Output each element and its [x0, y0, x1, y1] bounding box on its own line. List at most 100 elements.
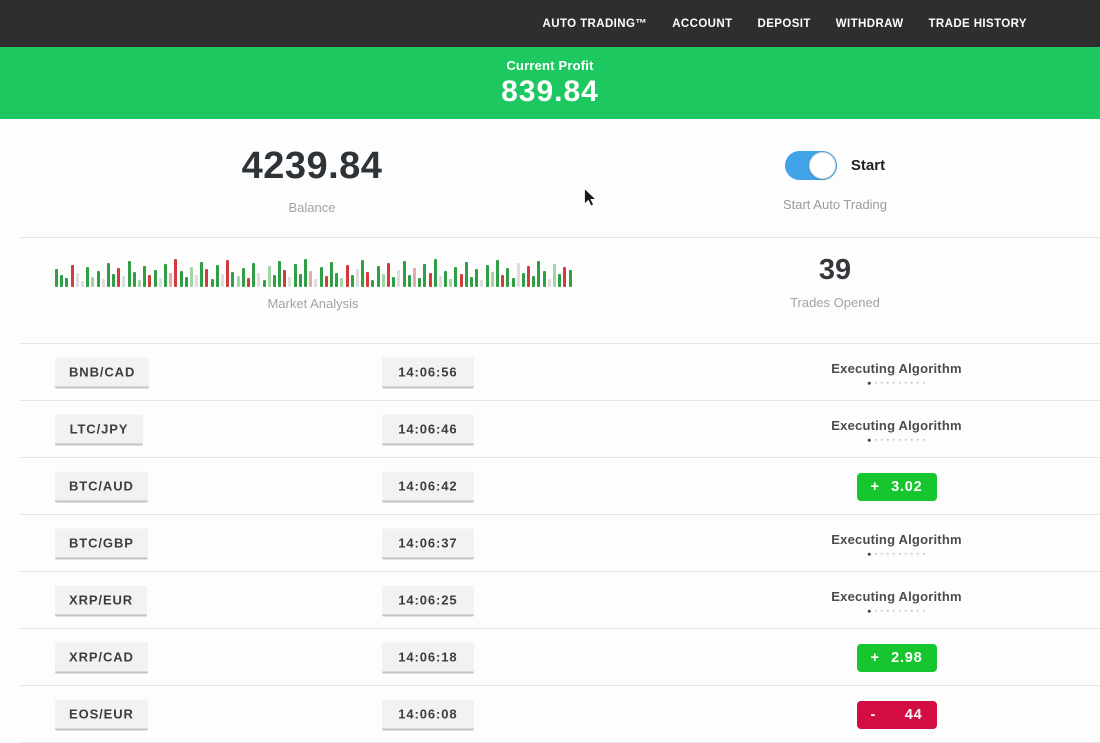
- market-bar: [558, 274, 562, 287]
- market-bar: [449, 279, 453, 287]
- progress-dot: [887, 553, 890, 555]
- market-bar: [101, 279, 105, 287]
- time-badge: 14:06:46: [381, 414, 474, 445]
- market-bar: [506, 268, 510, 287]
- progress-dot: [923, 553, 926, 555]
- table-row: BNB/CAD 14:06:56 Executing Algorithm: [0, 344, 1100, 401]
- profit-banner: Current Profit 839.84: [0, 47, 1100, 119]
- market-bar: [355, 269, 359, 287]
- progress-dot: [867, 381, 872, 385]
- result-sign: +: [870, 649, 880, 666]
- time-badge: 14:06:56: [381, 357, 474, 388]
- balance-value: 4239.84: [241, 145, 383, 187]
- market-bar: [75, 273, 79, 287]
- market-bar: [542, 271, 546, 287]
- market-bar: [184, 277, 188, 287]
- market-bar: [55, 269, 58, 287]
- table-row: BTC/GBP 14:06:37 Executing Algorithm: [0, 515, 1100, 572]
- executing-status: Executing Algorithm: [831, 360, 962, 385]
- nav-item-trade-history[interactable]: TRADE HISTORY: [928, 17, 1027, 30]
- market-bar: [501, 275, 505, 287]
- market-bar: [246, 278, 250, 287]
- status-cell: + 3.02: [856, 472, 937, 501]
- market-bar: [153, 270, 157, 287]
- market-bar: [226, 260, 230, 287]
- progress-dot: [905, 439, 908, 441]
- market-bar: [412, 268, 416, 287]
- status-cell: + 2.98: [856, 643, 937, 672]
- market-bar: [195, 275, 199, 287]
- balance-block: 4239.84 Balance: [0, 119, 624, 215]
- market-bar: [304, 259, 307, 287]
- market-bar: [241, 268, 245, 287]
- toggle-knob[interactable]: [808, 152, 836, 179]
- market-bar: [376, 266, 380, 287]
- market-bar: [459, 274, 463, 287]
- market-bar: [444, 271, 448, 287]
- nav-item-deposit[interactable]: DEPOSIT: [757, 17, 811, 30]
- time-badge: 14:06:08: [381, 699, 474, 730]
- pair-badge: BNB/CAD: [55, 357, 150, 388]
- progress-dot: [875, 610, 878, 612]
- time-badge: 14:06:25: [381, 585, 474, 616]
- market-bar: [470, 277, 473, 287]
- divider: [20, 237, 1100, 238]
- market-bar: [381, 274, 385, 287]
- market-bar: [257, 273, 261, 287]
- progress-dot: [917, 553, 920, 555]
- auto-trading-block: Start Start Auto Trading: [660, 119, 1010, 212]
- market-bar: [158, 278, 162, 287]
- market-bar: [418, 278, 422, 287]
- market-bar: [174, 259, 178, 287]
- pair-badge: BTC/AUD: [55, 471, 148, 502]
- progress-dot: [881, 553, 884, 555]
- market-bar: [553, 264, 556, 287]
- market-bar: [402, 261, 406, 287]
- market-bar: [527, 266, 531, 287]
- result-sign: -: [870, 706, 877, 723]
- market-bar: [70, 265, 74, 287]
- progress-dot: [917, 439, 920, 441]
- current-profit-value: 839.84: [501, 75, 599, 108]
- market-bar: [340, 278, 344, 287]
- market-bar: [454, 267, 458, 287]
- market-bar: [361, 260, 365, 287]
- market-bar: [163, 264, 167, 287]
- progress-dots: [831, 609, 961, 613]
- auto-trading-toggle[interactable]: [784, 151, 837, 180]
- nav-item-auto-trading[interactable]: AUTO TRADING™: [542, 17, 648, 30]
- progress-dot: [899, 439, 902, 441]
- progress-dot: [899, 382, 902, 384]
- market-bar: [221, 274, 224, 287]
- progress-dot: [923, 439, 926, 441]
- market-bar: [65, 278, 69, 287]
- market-bar: [324, 276, 328, 287]
- executing-status: Executing Algorithm: [831, 531, 962, 556]
- executing-label: Executing Algorithm: [831, 531, 962, 547]
- nav-item-withdraw[interactable]: WITHDRAW: [835, 17, 904, 30]
- market-bar: [278, 261, 282, 287]
- progress-dot: [881, 382, 884, 384]
- progress-dot: [911, 610, 914, 612]
- status-cell: Executing Algorithm: [831, 417, 962, 442]
- market-bar: [521, 273, 525, 287]
- start-auto-trading-label: Start Auto Trading: [782, 197, 888, 212]
- result-value: 3.02: [891, 478, 923, 495]
- pair-badge: XRP/CAD: [55, 642, 148, 673]
- nav-item-account[interactable]: ACCOUNT: [672, 17, 733, 30]
- pair-badge: EOS/EUR: [55, 699, 148, 730]
- market-bar: [283, 270, 287, 287]
- market-bar: [392, 277, 396, 287]
- market-bar: [516, 263, 520, 287]
- market-bar: [345, 265, 349, 287]
- divider: [20, 343, 1100, 344]
- time-badge: 14:06:37: [381, 528, 474, 559]
- pair-badge: LTC/JPY: [55, 414, 143, 445]
- market-bar: [127, 261, 131, 287]
- market-bar: [537, 261, 541, 287]
- progress-dot: [893, 439, 896, 441]
- market-bar: [132, 272, 136, 287]
- progress-dot: [905, 382, 908, 384]
- market-bar: [143, 266, 147, 287]
